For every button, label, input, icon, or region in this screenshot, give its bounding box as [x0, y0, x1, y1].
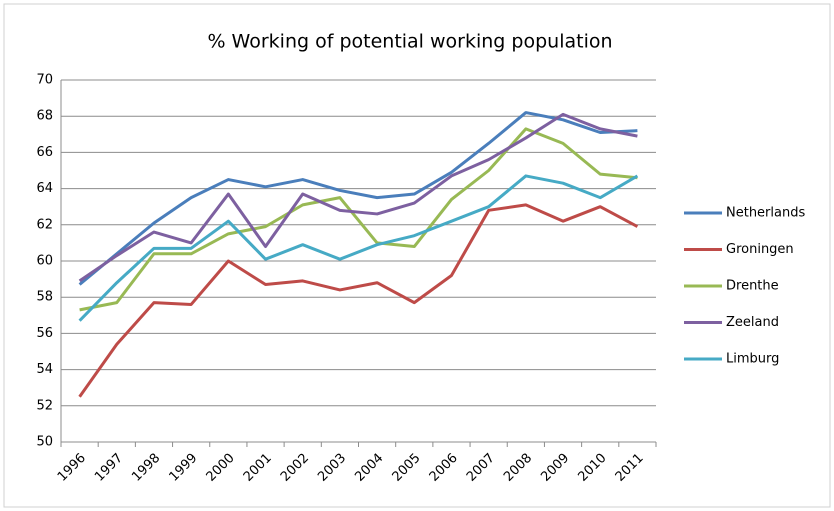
legend-label: Groningen	[726, 242, 794, 257]
y-tick-label: 62	[36, 217, 53, 232]
legend-label: Netherlands	[726, 206, 805, 221]
series-line	[78, 111, 638, 286]
y-tick-label: 64	[36, 181, 53, 196]
y-tick-label: 58	[36, 290, 53, 305]
series-line	[79, 127, 638, 312]
y-tick-label: 50	[36, 435, 53, 450]
legend-label: Zeeland	[726, 315, 779, 330]
series-line	[78, 112, 638, 283]
y-tick-label: 70	[36, 73, 53, 88]
y-tick-label: 52	[36, 398, 53, 413]
series-line	[78, 174, 639, 322]
y-tick-label: 60	[36, 254, 53, 269]
y-tick-label: 54	[36, 362, 53, 377]
y-tick-label: 66	[36, 145, 53, 160]
y-tick-label: 56	[36, 326, 53, 341]
chart-border	[3, 3, 831, 508]
legend-label: Drenthe	[726, 279, 779, 294]
chart-title: % Working of potential working populatio…	[207, 31, 612, 53]
y-tick-label: 68	[36, 109, 53, 124]
legend-label: Limburg	[726, 352, 779, 367]
series-line	[78, 203, 639, 398]
